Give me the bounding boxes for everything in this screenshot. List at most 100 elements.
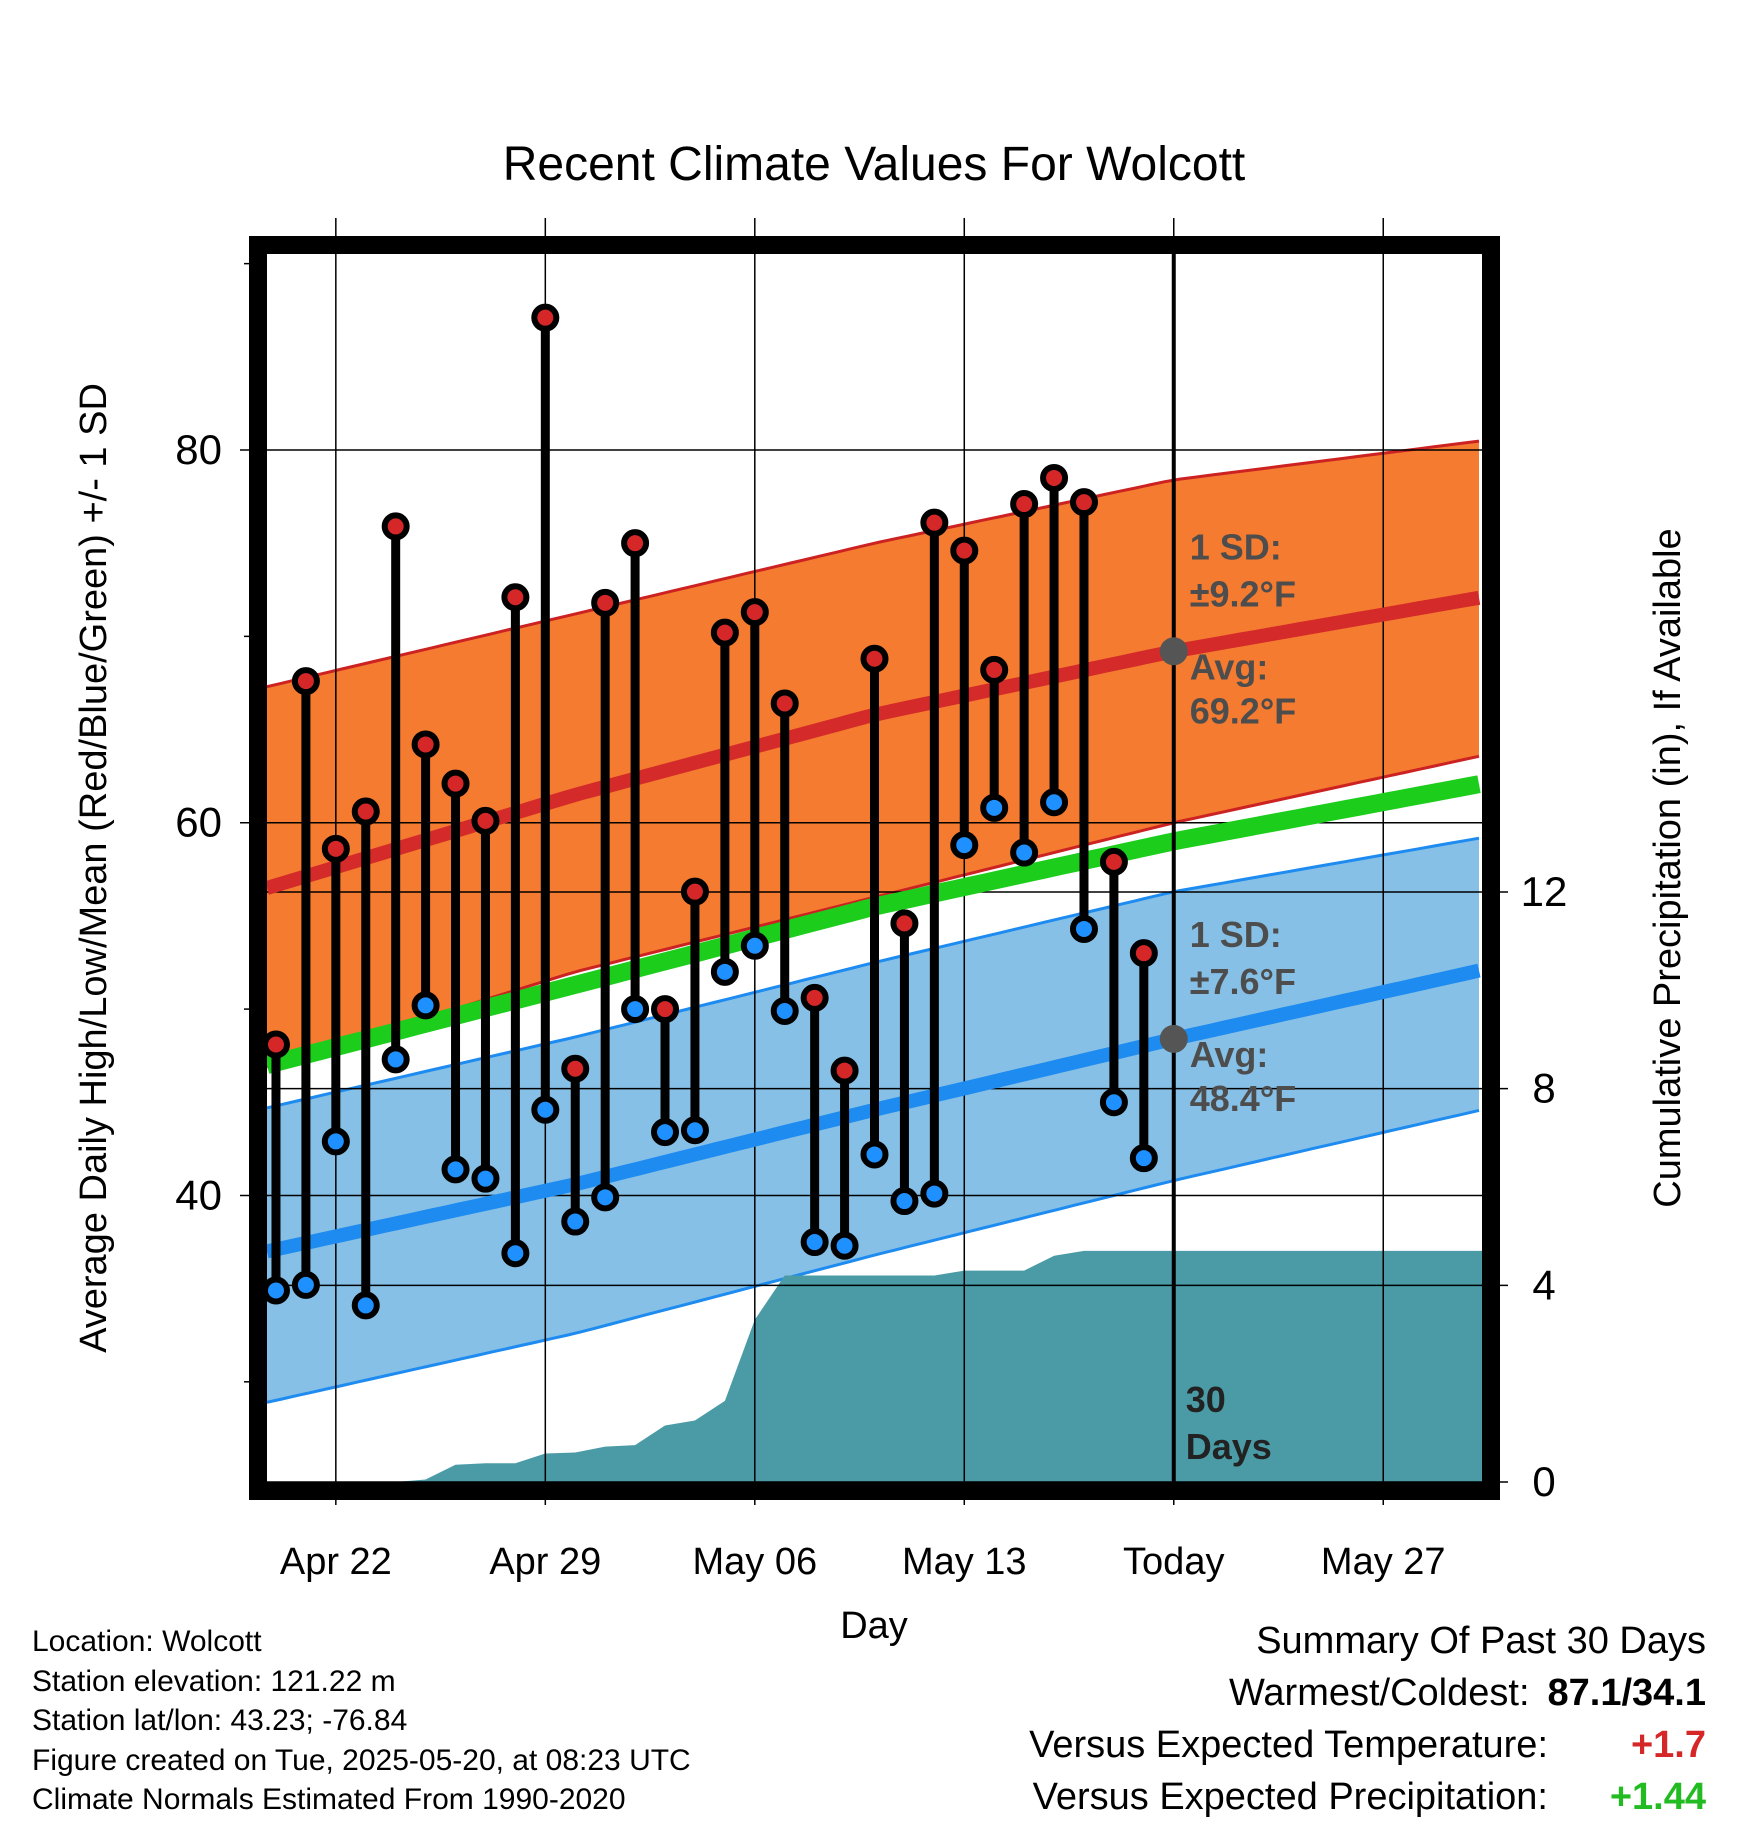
low-point <box>980 793 1009 822</box>
low-point <box>261 1276 290 1305</box>
low-point <box>351 1291 380 1320</box>
precip-label: Versus Expected Precipitation: <box>1032 1776 1548 1818</box>
low-point <box>651 1118 680 1147</box>
y-axis-label: Average Daily High/Low/Mean (Red/Blue/Gr… <box>73 383 115 1353</box>
plot-frame <box>249 236 1500 1500</box>
low-point <box>740 931 769 960</box>
low-point <box>770 996 799 1025</box>
low-point <box>471 1164 500 1193</box>
high-avg-value: 69.2°F <box>1190 690 1296 731</box>
high-avg-marker <box>1159 637 1188 666</box>
low-avg-value: 48.4°F <box>1190 1078 1296 1119</box>
low-point <box>291 1270 320 1299</box>
location-text: Location: Wolcott <box>32 1625 262 1658</box>
high-point <box>950 536 979 565</box>
axes: Apr 22 Apr 29 May 06 May 13 Today May 2740608… <box>175 262 1568 1583</box>
low-point <box>1069 914 1098 943</box>
low-point <box>680 1116 709 1145</box>
precip-row: Versus Expected Precipitation: +1.44 <box>1029 1771 1706 1823</box>
y-tick-label: 60 <box>175 799 222 846</box>
low-point <box>621 995 650 1024</box>
x-tick-label: May 06 <box>692 1541 817 1583</box>
low-point <box>800 1228 829 1257</box>
low-point <box>501 1239 530 1268</box>
warmest-label: Warmest/Coldest: <box>1228 1672 1530 1714</box>
elevation-text: Station elevation: 121.22 m <box>32 1664 396 1698</box>
x-tick-label: Today <box>1123 1541 1224 1583</box>
high-point <box>680 877 709 906</box>
high-point <box>860 644 889 673</box>
low-point <box>411 991 440 1020</box>
created-text: Figure created on Tue, 2025-05-20, at 08… <box>32 1743 691 1777</box>
high-point <box>261 1030 290 1059</box>
low-point <box>710 957 739 986</box>
high-point <box>1040 463 1069 492</box>
station-info: Location: Wolcott Station elevation: 121… <box>32 1622 691 1820</box>
temp-label: Versus Expected Temperature: <box>1029 1724 1548 1766</box>
precip-area-shape <box>267 1250 1482 1482</box>
high-point <box>291 667 320 696</box>
low-point <box>321 1127 350 1156</box>
low-point <box>1040 788 1069 817</box>
high-point <box>441 769 470 798</box>
low-sd-value: ±7.6°F <box>1190 961 1296 1002</box>
daily-points <box>261 303 1158 1320</box>
low-point <box>830 1231 859 1260</box>
high-point <box>980 655 1009 684</box>
low-point <box>890 1187 919 1216</box>
chart-title: Recent Climate Values For Wolcott <box>503 138 1246 191</box>
x-tick-label: Apr 22 <box>280 1541 392 1583</box>
precip-value: +1.44 <box>1609 1776 1706 1818</box>
temp-value: +1.7 <box>1630 1724 1706 1766</box>
high-point <box>710 618 739 647</box>
low-point <box>561 1207 590 1236</box>
high-point <box>800 983 829 1012</box>
low-point <box>381 1045 410 1074</box>
high-point <box>321 834 350 863</box>
low-point <box>441 1155 470 1184</box>
y2-axis-label: Cumulative Precipitation (in), If Availa… <box>1647 528 1689 1207</box>
latlon-text: Station lat/lon: 43.23; -76.84 <box>32 1704 408 1737</box>
x-tick-label: May 13 <box>902 1541 1027 1583</box>
low-point <box>531 1095 560 1124</box>
low-point <box>860 1140 889 1169</box>
precipitation-area <box>267 1250 1482 1482</box>
low-point <box>920 1179 949 1208</box>
low-avg-marker <box>1159 1024 1188 1053</box>
y-tick-label: 80 <box>175 426 222 473</box>
warmest-row: Warmest/Coldest: 87.1/34.1 <box>1029 1667 1706 1719</box>
high-sd-band-upper-edge <box>267 439 1480 689</box>
high-sd-value: ±9.2°F <box>1190 573 1296 614</box>
high-point <box>1099 847 1128 876</box>
x-tick-label: May 27 <box>1321 1541 1446 1583</box>
warmest-value: 87.1/34.1 <box>1547 1672 1706 1714</box>
low-sd-band-lower-edge <box>267 1108 1480 1404</box>
low-point <box>1099 1088 1128 1117</box>
high-point <box>531 303 560 332</box>
low-avg-label: Avg: <box>1190 1034 1269 1075</box>
y-tick-label: 40 <box>175 1171 222 1218</box>
high-point <box>770 689 799 718</box>
low-point <box>1129 1144 1158 1173</box>
high-point <box>1129 939 1158 968</box>
summary-heading: Summary Of Past 30 Days <box>1256 1620 1706 1662</box>
temp-row: Versus Expected Temperature: +1.7 <box>1029 1719 1706 1771</box>
high-avg-label: Avg: <box>1190 646 1269 687</box>
today-days-label: Days <box>1186 1426 1272 1467</box>
y2-tick-label: 4 <box>1532 1261 1555 1308</box>
normals-text: Climate Normals Estimated From 1990-2020 <box>32 1783 626 1816</box>
today-days-number: 30 <box>1186 1379 1226 1420</box>
x-axis-label: Day <box>840 1605 908 1647</box>
x-tick-label: Apr 29 <box>489 1541 601 1583</box>
high-point <box>621 529 650 558</box>
low-sd-label: 1 SD: <box>1190 914 1282 955</box>
y2-tick-label: 0 <box>1532 1458 1555 1505</box>
low-point <box>591 1183 620 1212</box>
low-point <box>950 831 979 860</box>
daily-range-stems <box>271 317 1149 1306</box>
high-point <box>471 806 500 835</box>
y2-tick-label: 12 <box>1521 868 1568 915</box>
y2-tick-label: 8 <box>1532 1065 1555 1112</box>
high-point <box>561 1054 590 1083</box>
